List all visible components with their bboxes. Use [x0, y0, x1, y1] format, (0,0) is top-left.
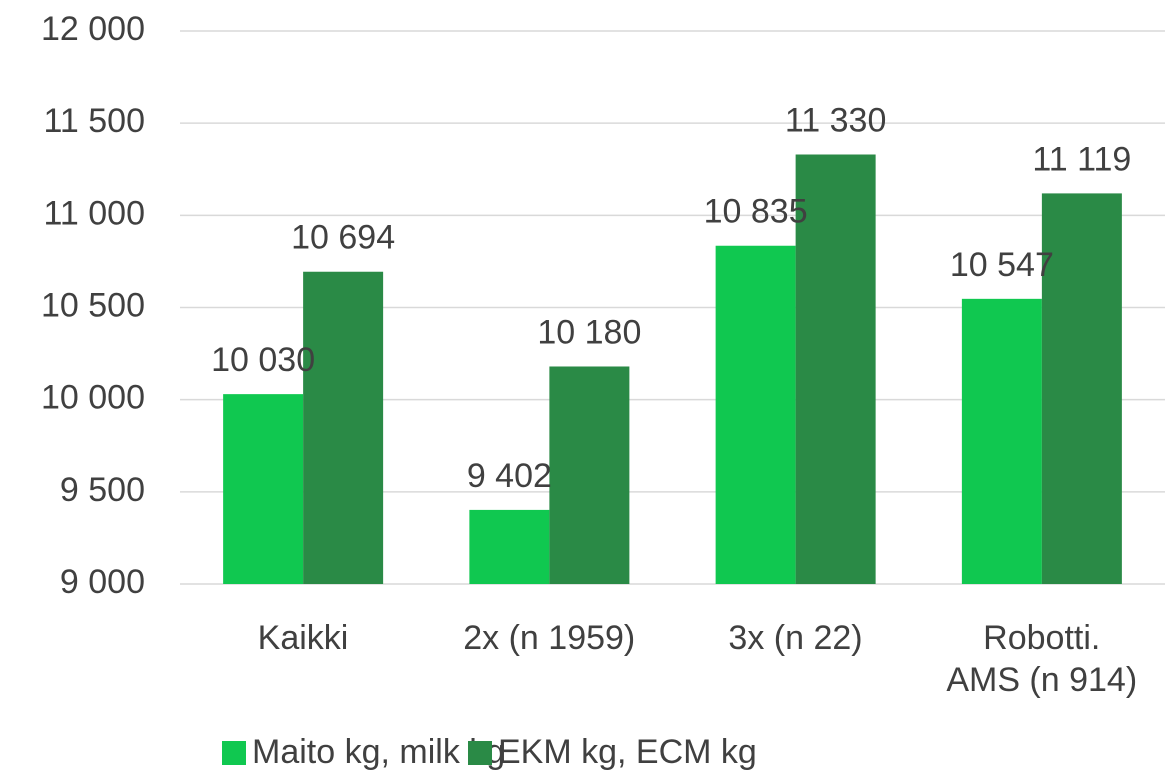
- bar: [795, 154, 876, 584]
- legend-swatch: [222, 741, 246, 765]
- data-label: 10 030: [211, 341, 315, 379]
- y-tick-label: 11 500: [44, 102, 145, 140]
- data-label: 10 180: [537, 313, 641, 351]
- x-tick-label: Kaikki: [257, 619, 349, 657]
- bar: [1041, 193, 1122, 585]
- legend-label: Maito kg, milk kg: [252, 733, 505, 771]
- bar: [469, 509, 550, 584]
- x-tick-label: 3x (n 22): [728, 619, 863, 657]
- data-label: 10 835: [704, 193, 808, 231]
- data-label: 10 547: [950, 246, 1054, 284]
- data-label: 9 402: [467, 457, 552, 495]
- bar: [303, 271, 384, 584]
- y-tick-label: 11 000: [44, 194, 145, 232]
- y-tick-label: 9 000: [60, 563, 145, 601]
- bar: [961, 298, 1042, 584]
- legend-label: EKM kg, ECM kg: [498, 733, 757, 771]
- y-tick-label: 10 500: [41, 286, 145, 324]
- data-label: 11 119: [1032, 140, 1131, 178]
- x-tick-label: Robotti. AMS (n 914): [946, 619, 1138, 699]
- y-tick-label: 10 000: [41, 379, 145, 417]
- y-tick-label: 12 000: [41, 10, 145, 48]
- y-tick-label: 9 500: [60, 471, 145, 509]
- data-label: 10 694: [291, 219, 395, 257]
- legend-swatch: [468, 741, 492, 765]
- bar: [549, 366, 630, 584]
- x-tick-label: 2x (n 1959): [463, 619, 636, 657]
- bar: [223, 394, 304, 584]
- bar: [715, 245, 796, 584]
- data-label: 11 330: [785, 101, 886, 139]
